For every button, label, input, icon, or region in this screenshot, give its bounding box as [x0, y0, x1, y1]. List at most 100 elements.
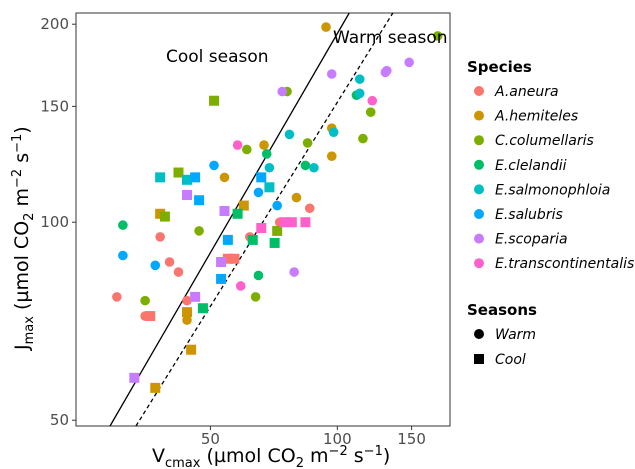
legend-seasons-title: Seasons: [467, 301, 537, 319]
x-title-main: V: [152, 445, 165, 467]
point-e-transcontinentalis-warm-2: [367, 95, 378, 106]
y-axis: 50 100 150 200: [40, 15, 76, 429]
point-a-aneura-warm-2: [155, 232, 165, 242]
x-tick-label-50: 50: [201, 430, 220, 448]
y-title-msup: −2: [10, 169, 25, 188]
point-e-salmonophloia-warm-3: [328, 127, 339, 138]
point-e-transcontinentalis-warm-1: [235, 281, 246, 291]
point-e-salmonophloia-warm-2: [309, 162, 319, 173]
point-e-clelandii-warm-2: [261, 149, 272, 159]
legend-season-items: Warm Cool: [474, 327, 536, 368]
legend-key-warm: [474, 329, 484, 339]
point-e-scoparia-warm-5: [404, 57, 414, 68]
x-title-m: m: [304, 445, 329, 467]
point-e-transcontinentalis-cool-6: [256, 222, 267, 233]
point-c-columellaris-cool-12: [159, 211, 170, 222]
point-a-aneura-warm-0: [112, 292, 122, 302]
legend-key-e-salmonophloia: [474, 184, 484, 195]
point-e-scoparia-cool-10: [219, 206, 230, 217]
point-e-scoparia-warm-0: [277, 86, 288, 97]
point-a-hemiteles-warm-1: [219, 172, 230, 183]
legend-label-e-transcontinentalis: E.transcontinentalis: [495, 256, 634, 272]
point-e-clelandii-cool-5: [197, 303, 208, 314]
legend-key-a-aneura: [474, 86, 484, 96]
point-a-aneura-warm-8: [304, 203, 315, 214]
data-points: [112, 22, 443, 393]
point-a-hemiteles-cool-9: [186, 344, 197, 355]
point-c-columellaris-warm-2: [242, 144, 252, 155]
point-c-columellaris-warm-3: [250, 292, 261, 302]
legend-label-c-columellaris: C.columellaris: [495, 133, 594, 149]
point-e-salmonophloia-cool-7: [181, 174, 192, 185]
legend-label-e-salmonophloia: E.salmonophloia: [495, 182, 610, 198]
point-e-salubris-warm-4: [272, 200, 282, 211]
x-title-sub: cmax: [165, 456, 201, 469]
point-e-clelandii-warm-3: [300, 160, 311, 171]
x-title-s: s: [348, 445, 364, 467]
point-e-salubris-cool-8: [222, 234, 233, 245]
legend-species-title: Species: [467, 58, 532, 76]
point-e-salmonophloia-warm-5: [354, 74, 365, 84]
point-e-salubris-warm-0: [118, 250, 128, 261]
point-c-columellaris-warm-5: [302, 138, 313, 148]
y-title-co2: 2: [22, 213, 37, 221]
x-tick-label-150: 150: [397, 430, 426, 448]
point-c-columellaris-warm-8: [432, 31, 443, 41]
legend-key-cool: [474, 354, 484, 364]
legend-label-warm: Warm: [495, 327, 536, 343]
y-tick-label-200: 200: [40, 15, 69, 33]
point-e-scoparia-warm-2: [326, 69, 337, 79]
annotation-cool-season: Cool season: [166, 47, 269, 67]
y-title-s: s: [11, 153, 33, 169]
annotation-warm-season: Warm season: [333, 28, 448, 48]
point-c-columellaris-cool-9: [173, 167, 184, 178]
plot-area: Cool season Warm season: [75, 12, 451, 427]
point-e-clelandii-cool-7: [247, 234, 258, 245]
point-c-columellaris-warm-7: [365, 107, 376, 117]
point-e-scoparia-warm-4: [381, 65, 392, 76]
panel-border: [75, 12, 451, 427]
x-title-ssup: −1: [364, 444, 383, 459]
line-annotations: Cool season Warm season: [166, 28, 448, 67]
point-e-salubris-cool-6: [194, 195, 205, 206]
legend-key-c-columellaris: [474, 135, 484, 146]
point-e-salmonophloia-cool-8: [264, 182, 275, 193]
point-e-salubris-cool-9: [256, 172, 267, 183]
point-e-transcontinentalis-cool-3: [279, 217, 290, 228]
point-e-salmonophloia-warm-0: [264, 162, 275, 173]
point-e-scoparia-cool-7: [181, 189, 192, 200]
legend-label-a-hemiteles: A.hemiteles: [494, 109, 578, 125]
point-a-aneura-cool-9: [145, 311, 156, 322]
legend-species-items: A.aneura A.hemiteles C.columellaris E.clela…: [474, 84, 634, 272]
point-e-scoparia-warm-1: [289, 267, 299, 277]
point-c-columellaris-warm-1: [194, 226, 204, 236]
point-e-salubris-warm-2: [209, 160, 219, 171]
point-a-hemiteles-warm-0: [182, 315, 192, 325]
point-e-salubris-cool-5: [190, 172, 201, 183]
point-a-aneura-cool-10: [222, 253, 233, 264]
point-e-salmonophloia-warm-4: [354, 88, 365, 99]
legend-key-e-clelandii: [474, 159, 484, 170]
legend-label-e-salubris: E.salubris: [495, 207, 563, 223]
point-a-aneura-warm-3: [164, 257, 175, 267]
point-a-aneura-warm-5: [182, 295, 192, 306]
x-axis: 50 100 150: [201, 426, 426, 448]
x-title-msup: −2: [329, 444, 348, 459]
point-c-columellaris-warm-6: [358, 133, 368, 144]
point-a-aneura-warm-4: [173, 267, 184, 277]
y-title-ssup: −1: [10, 134, 25, 153]
point-c-columellaris-cool-11: [272, 225, 283, 236]
y-title-main: J: [11, 344, 33, 351]
point-c-columellaris-warm-0: [140, 295, 150, 306]
point-a-hemiteles-warm-3: [291, 192, 302, 203]
point-a-aneura-cool-11: [229, 253, 240, 264]
x-title-co2: 2: [296, 456, 304, 469]
x-title-end: ): [383, 445, 390, 467]
point-e-transcontinentalis-cool-4: [286, 217, 297, 228]
y-title-end: ): [11, 126, 33, 133]
legend-label-cool: Cool: [495, 352, 526, 368]
x-title-mid: (µmol CO: [200, 445, 295, 467]
legend-key-e-salubris: [474, 209, 484, 219]
point-e-salmonophloia-cool-6: [155, 172, 166, 183]
